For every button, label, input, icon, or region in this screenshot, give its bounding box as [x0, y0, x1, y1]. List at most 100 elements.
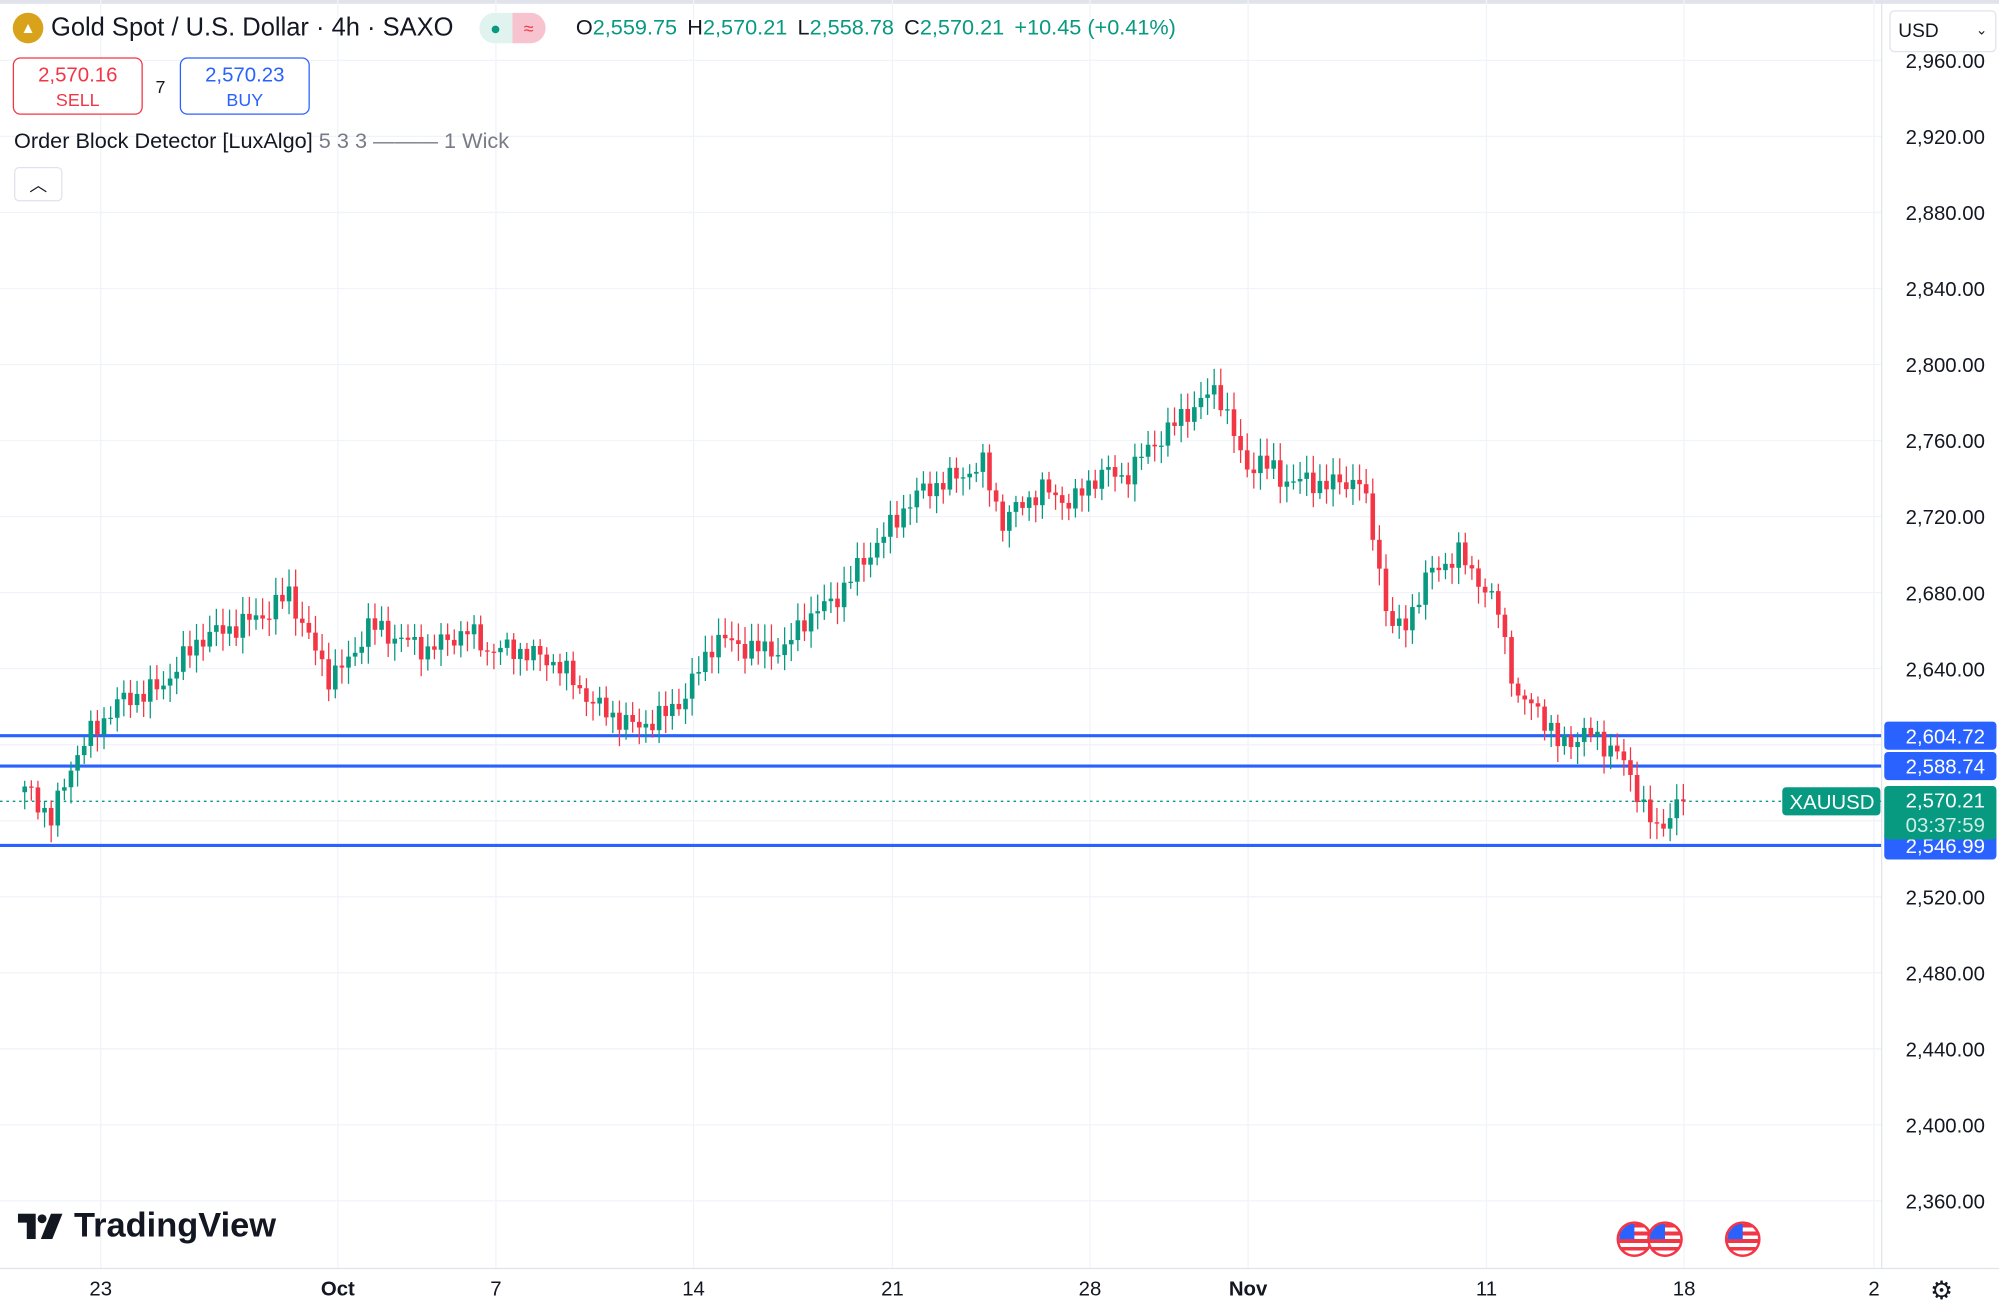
- candle-body: [835, 598, 840, 608]
- candle: [1066, 493, 1072, 521]
- candle-body: [1641, 799, 1646, 803]
- candle-body: [1013, 502, 1019, 512]
- candle-body: [366, 618, 371, 647]
- candle: [1482, 578, 1488, 608]
- candle: [1139, 443, 1144, 470]
- indicator-name: Order Block Detector [LuxAlgo]: [14, 128, 313, 153]
- spread: 7: [155, 76, 166, 97]
- candle-body: [42, 807, 47, 813]
- candle: [1311, 455, 1316, 508]
- candle: [194, 623, 199, 673]
- us-flag-event-icon[interactable]: [1647, 1221, 1683, 1258]
- candle-body: [703, 651, 708, 673]
- candle-body: [1489, 591, 1495, 593]
- price-axis: 2,960.00 2,920.00 2,880.00 2,840.00 2,800.00…: [1906, 51, 1985, 1213]
- price-tick-label: 2,800.00: [1906, 355, 1985, 377]
- buy-button[interactable]: 2,570.23 BUY: [179, 57, 310, 115]
- symbol-tag: [1782, 787, 1881, 816]
- candle-body: [1469, 565, 1475, 569]
- indicator-params: 5 3 3 ——— 1 Wick: [318, 128, 510, 153]
- candle: [352, 637, 358, 667]
- candle-body: [333, 665, 338, 690]
- candle-body: [147, 679, 153, 702]
- candle-body: [1449, 563, 1455, 568]
- time-tick-label: 7: [490, 1278, 501, 1300]
- collapse-legend-button[interactable]: ︿: [14, 167, 63, 202]
- candle: [729, 621, 735, 652]
- indicator-legend[interactable]: Order Block Detector [LuxAlgo] 5 3 3 ———…: [14, 129, 509, 154]
- candle-body: [1496, 591, 1501, 615]
- time-tick-label: Oct: [321, 1278, 355, 1300]
- candle-body: [683, 698, 688, 710]
- candle-body: [597, 697, 602, 704]
- candle: [1634, 761, 1640, 813]
- candle: [134, 680, 140, 713]
- candle: [901, 494, 906, 538]
- candle: [42, 800, 47, 828]
- candle-body: [1423, 572, 1428, 605]
- candle: [1304, 455, 1309, 496]
- candle: [1462, 532, 1468, 575]
- bar-countdown: 03:37:59: [1906, 815, 1985, 837]
- settings-gear-icon[interactable]: ⚙: [1930, 1277, 1954, 1306]
- symbol-title[interactable]: Gold Spot / U.S. Dollar · 4h · SAXO: [50, 13, 454, 42]
- candle: [471, 615, 477, 649]
- candle: [577, 675, 583, 695]
- candle: [736, 623, 741, 661]
- candle: [253, 598, 259, 630]
- candle-body: [240, 613, 246, 638]
- candle-body: [1581, 727, 1587, 742]
- candle: [511, 633, 517, 675]
- candle-body: [716, 634, 721, 658]
- candle: [709, 635, 715, 674]
- candle: [1648, 785, 1653, 839]
- candle: [174, 656, 180, 695]
- candle-body: [551, 661, 556, 666]
- candle-body: [841, 582, 847, 608]
- price-tick-label: 2,520.00: [1906, 887, 1985, 909]
- us-flag-event-icon[interactable]: [1616, 1221, 1653, 1258]
- candle: [1007, 505, 1012, 548]
- candle-body: [121, 692, 127, 700]
- candle-body: [617, 712, 622, 730]
- candle: [392, 624, 398, 661]
- time-tick-label: 23: [89, 1278, 112, 1300]
- candle-body: [227, 626, 232, 634]
- candle: [1621, 738, 1627, 776]
- currency-dropdown[interactable]: USD ⌄: [1889, 10, 1997, 53]
- us-flag-event-icon[interactable]: [1724, 1221, 1761, 1258]
- candle-body: [1456, 542, 1461, 568]
- candle: [656, 691, 662, 744]
- candle-body: [881, 536, 887, 543]
- currency-value: USD: [1898, 20, 1939, 43]
- candle-body: [253, 615, 259, 620]
- candle-body: [1079, 488, 1085, 496]
- candle: [696, 656, 702, 686]
- candle-body: [1264, 455, 1270, 469]
- candle-body: [134, 693, 140, 706]
- candle: [108, 706, 113, 725]
- tv-logo-icon: [17, 1213, 63, 1239]
- candle-body: [1311, 472, 1316, 494]
- candle: [1469, 555, 1475, 580]
- candle: [412, 624, 417, 655]
- market-status-pill[interactable]: ● ≈: [478, 12, 546, 44]
- chevron-up-icon: ︿: [29, 174, 48, 196]
- candle: [841, 566, 847, 622]
- candle: [1152, 430, 1157, 462]
- sell-button[interactable]: 2,570.16 SELL: [12, 57, 143, 115]
- candle: [266, 601, 272, 636]
- candle-body: [736, 640, 741, 645]
- candle-body: [88, 720, 94, 746]
- candle-body: [1073, 488, 1078, 509]
- candle: [366, 603, 371, 664]
- candle-body: [1125, 475, 1131, 485]
- tradingview-logo[interactable]: TradingView: [17, 1206, 276, 1246]
- candle-body: [775, 655, 781, 657]
- candle: [1509, 630, 1514, 697]
- order-block-price-tag: [1884, 752, 1997, 781]
- candle-body: [1152, 444, 1157, 447]
- candle: [121, 680, 127, 717]
